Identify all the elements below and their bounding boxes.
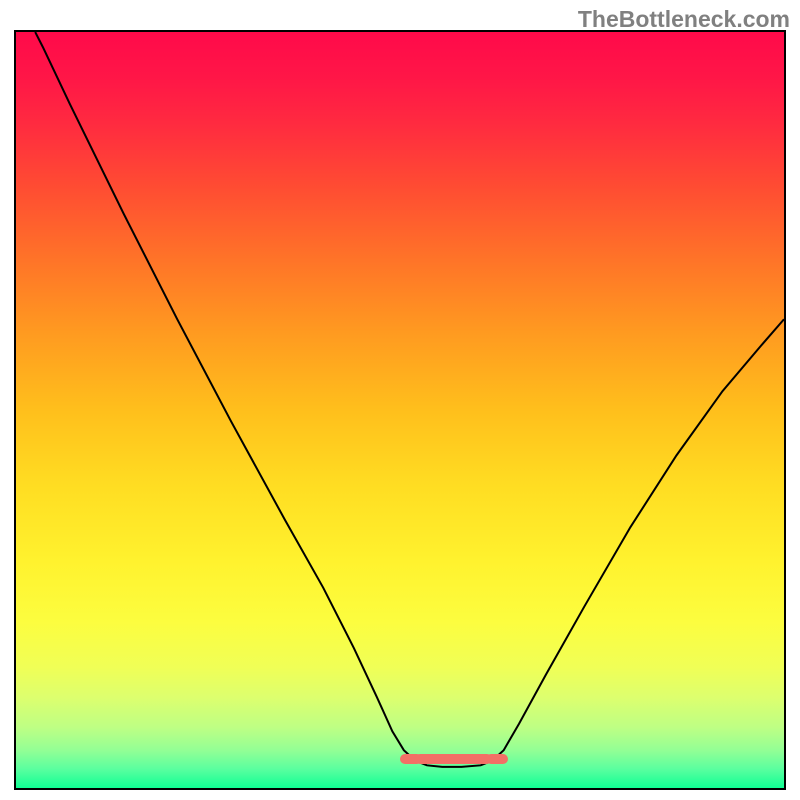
chart-svg (16, 32, 784, 788)
watermark-text: TheBottleneck.com (578, 6, 790, 33)
plot-area (16, 32, 784, 788)
highlight-segment (486, 754, 508, 764)
plot-frame (14, 30, 786, 790)
highlight-segment (415, 754, 492, 764)
gradient-background (16, 32, 784, 788)
